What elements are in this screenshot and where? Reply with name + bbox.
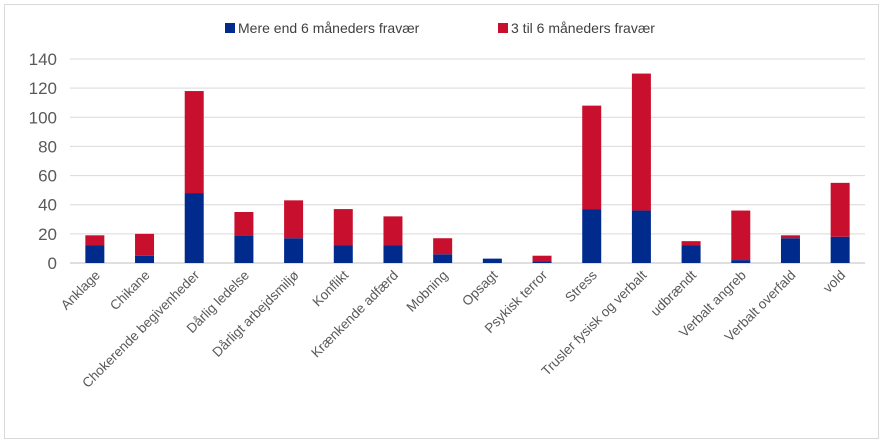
bar-segment — [333, 245, 353, 263]
bar-segment — [85, 245, 105, 263]
bar-segment — [731, 260, 751, 263]
bar-segment — [532, 261, 552, 263]
x-tick-label: udbrændt — [648, 267, 700, 319]
x-tick-label: Konflikt — [309, 267, 351, 309]
bar-segment — [433, 238, 453, 255]
y-tick-label: 0 — [48, 254, 57, 273]
x-tick-label: Krænkende adfærd — [308, 268, 401, 361]
bar-segment — [433, 254, 453, 263]
bar-segment — [135, 255, 155, 263]
bar-segment — [582, 209, 602, 263]
bar-segment — [482, 258, 502, 263]
bar-segment — [731, 210, 751, 261]
bar-segment — [780, 235, 800, 239]
y-tick-label: 80 — [38, 137, 57, 156]
bar-segment — [184, 193, 204, 263]
bar-segment — [333, 209, 353, 246]
y-tick-label: 140 — [29, 50, 57, 69]
bar-segment — [85, 235, 105, 246]
bar-segment — [383, 245, 403, 263]
y-axis: 0 20 40 60 80 100 120 140 — [29, 50, 57, 273]
y-tick-label: 120 — [29, 79, 57, 98]
bar-segment — [830, 236, 850, 263]
legend-label: Mere end 6 måneders fravær — [238, 20, 420, 36]
bar-segment — [284, 238, 304, 263]
bar-segment — [234, 212, 254, 236]
bar-segment — [681, 245, 701, 263]
bar-segment — [184, 91, 204, 194]
x-tick-label: Opsagt — [459, 267, 501, 309]
x-tick-label: Mobning — [404, 268, 451, 315]
bar-segment — [780, 238, 800, 263]
legend-swatch — [498, 23, 508, 33]
x-tick-label: vold — [820, 268, 848, 296]
bars — [85, 73, 850, 263]
bar-segment — [284, 200, 304, 239]
x-tick-label: Anklage — [58, 268, 103, 313]
y-tick-label: 20 — [38, 225, 57, 244]
bar-segment — [582, 105, 602, 210]
bar-segment — [383, 216, 403, 246]
bar-segment — [631, 210, 651, 263]
x-tick-label: Dårligt arbejdsmiljø — [209, 268, 301, 360]
x-tick-label: Trusler fysisk og verbalt — [538, 267, 649, 378]
x-tick-label: Chikane — [107, 268, 153, 314]
bar-segment — [135, 233, 155, 256]
bar-segment — [532, 255, 552, 262]
bar-segment — [631, 73, 651, 211]
legend-label: 3 til 6 måneders fravær — [511, 20, 655, 36]
bar-segment — [830, 182, 850, 237]
bar-segment — [234, 235, 254, 263]
bar-segment — [681, 241, 701, 246]
legend-swatch — [225, 23, 235, 33]
y-tick-label: 40 — [38, 196, 57, 215]
y-tick-label: 100 — [29, 108, 57, 127]
legend: Mere end 6 måneders fravær 3 til 6 månede… — [225, 20, 655, 36]
x-tick-label: Stress — [562, 267, 600, 305]
y-tick-label: 60 — [38, 167, 57, 186]
